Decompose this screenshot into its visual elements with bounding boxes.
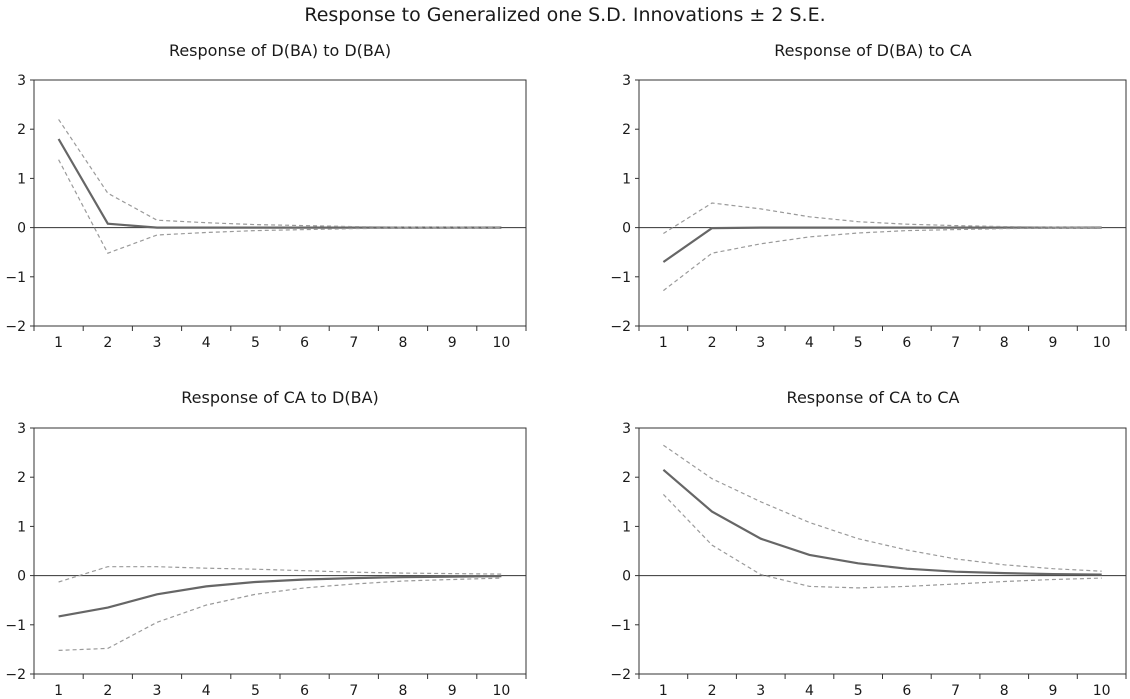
y-tick-label: 2 (17, 122, 26, 138)
response-line (58, 575, 502, 618)
chart-panel-3: −2 −1 0 1 2 3 1 2 3 4 5 6 7 8 9 10 (5, 421, 527, 699)
y-tick-label: 1 (17, 171, 26, 187)
x-tick-label: 1 (659, 335, 668, 351)
y-tick-label: 1 (622, 519, 631, 535)
chart-panel-2: −2 −1 0 1 2 3 1 2 3 4 5 6 7 8 9 10 (610, 73, 1127, 351)
plot-frame (33, 79, 527, 327)
x-tick-label: 3 (756, 335, 765, 351)
y-tick-label: 0 (17, 569, 26, 585)
panel-title-d-ba-to-ca: Response of D(BA) to CA (774, 41, 972, 60)
x-tick-label: 1 (659, 683, 668, 699)
x-tick-label: 4 (202, 335, 211, 351)
upper-band-line (58, 566, 502, 583)
x-tick-label: 1 (54, 335, 63, 351)
y-tick-label: 3 (622, 421, 631, 437)
x-tick-label: 5 (251, 683, 260, 699)
panel-title-d-ba-to-d-ba: Response of D(BA) to D(BA) (168, 41, 392, 60)
x-tick-label: 1 (54, 683, 63, 699)
x-tick-label: 7 (349, 335, 358, 351)
chart-panel-1: −2 −1 0 1 2 3 1 2 3 4 5 6 7 8 9 10 (5, 73, 527, 351)
x-tick-label: 9 (1048, 335, 1057, 351)
x-tick-label: 6 (902, 683, 911, 699)
y-tick-label: −2 (610, 667, 631, 683)
x-tick-label: 9 (1048, 683, 1057, 699)
x-tick-label: 3 (153, 683, 162, 699)
y-tick-label: −1 (610, 270, 631, 286)
panel-title-ca-to-ca: Response of CA to CA (786, 388, 960, 407)
x-tick-label: 7 (951, 335, 960, 351)
y-tick-label: 3 (17, 73, 26, 89)
y-tick-label: 2 (622, 470, 631, 486)
x-tick-label: 8 (399, 335, 408, 351)
y-tick-label: 3 (17, 421, 26, 437)
x-tick-label: 8 (1000, 335, 1009, 351)
x-tick-label: 3 (756, 683, 765, 699)
x-tick-label: 10 (492, 335, 510, 351)
x-tick-label: 8 (399, 683, 408, 699)
y-tick-label: 0 (622, 221, 631, 237)
x-tick-label: 7 (349, 683, 358, 699)
x-tick-label: 3 (153, 335, 162, 351)
x-tick-label: 4 (202, 683, 211, 699)
lower-band-line (58, 577, 502, 651)
lower-band-line (58, 159, 502, 254)
y-tick-label: −2 (610, 319, 631, 335)
response-line (662, 468, 1102, 576)
main-title: Response to Generalized one S.D. Innovat… (304, 4, 826, 26)
plot-frame (638, 427, 1127, 675)
y-tick-label: −1 (610, 618, 631, 634)
y-tick-label: 2 (17, 470, 26, 486)
y-tick-label: −1 (5, 270, 26, 286)
x-tick-label: 6 (902, 335, 911, 351)
x-tick-label: 10 (492, 683, 510, 699)
x-tick-label: 5 (251, 335, 260, 351)
y-tick-label: 2 (622, 122, 631, 138)
panel-title-ca-to-d-ba: Response of CA to D(BA) (181, 388, 379, 407)
x-tick-label: 2 (708, 683, 717, 699)
x-tick-label: 6 (300, 683, 309, 699)
response-line (662, 226, 1102, 263)
x-tick-label: 10 (1093, 335, 1111, 351)
upper-band-line (58, 119, 502, 229)
x-tick-label: 9 (448, 335, 457, 351)
x-tick-label: 2 (708, 335, 717, 351)
x-tick-label: 6 (300, 335, 309, 351)
x-tick-label: 5 (854, 335, 863, 351)
y-tick-label: 1 (622, 171, 631, 187)
x-tick-label: 2 (103, 683, 112, 699)
x-tick-label: 5 (854, 683, 863, 699)
plot-frame (33, 427, 527, 675)
y-tick-label: −2 (5, 319, 26, 335)
response-line (57, 138, 502, 229)
y-tick-label: 3 (622, 73, 631, 89)
lower-band-line (662, 493, 1102, 589)
lower-band-line (663, 227, 1102, 292)
y-tick-label: −2 (5, 667, 26, 683)
x-tick-label: 10 (1093, 683, 1111, 699)
upper-band-line (663, 444, 1102, 572)
y-tick-label: 1 (17, 519, 26, 535)
y-tick-label: 0 (622, 569, 631, 585)
x-tick-label: 7 (951, 683, 960, 699)
x-tick-label: 8 (1000, 683, 1009, 699)
x-tick-label: 2 (103, 335, 112, 351)
x-tick-label: 9 (448, 683, 457, 699)
chart-panel-4: −2 −1 0 1 2 3 1 2 3 4 5 6 7 8 9 10 (610, 421, 1127, 699)
x-tick-label: 4 (805, 335, 814, 351)
x-tick-label: 4 (805, 683, 814, 699)
y-tick-label: 0 (17, 221, 26, 237)
y-tick-label: −1 (5, 618, 26, 634)
